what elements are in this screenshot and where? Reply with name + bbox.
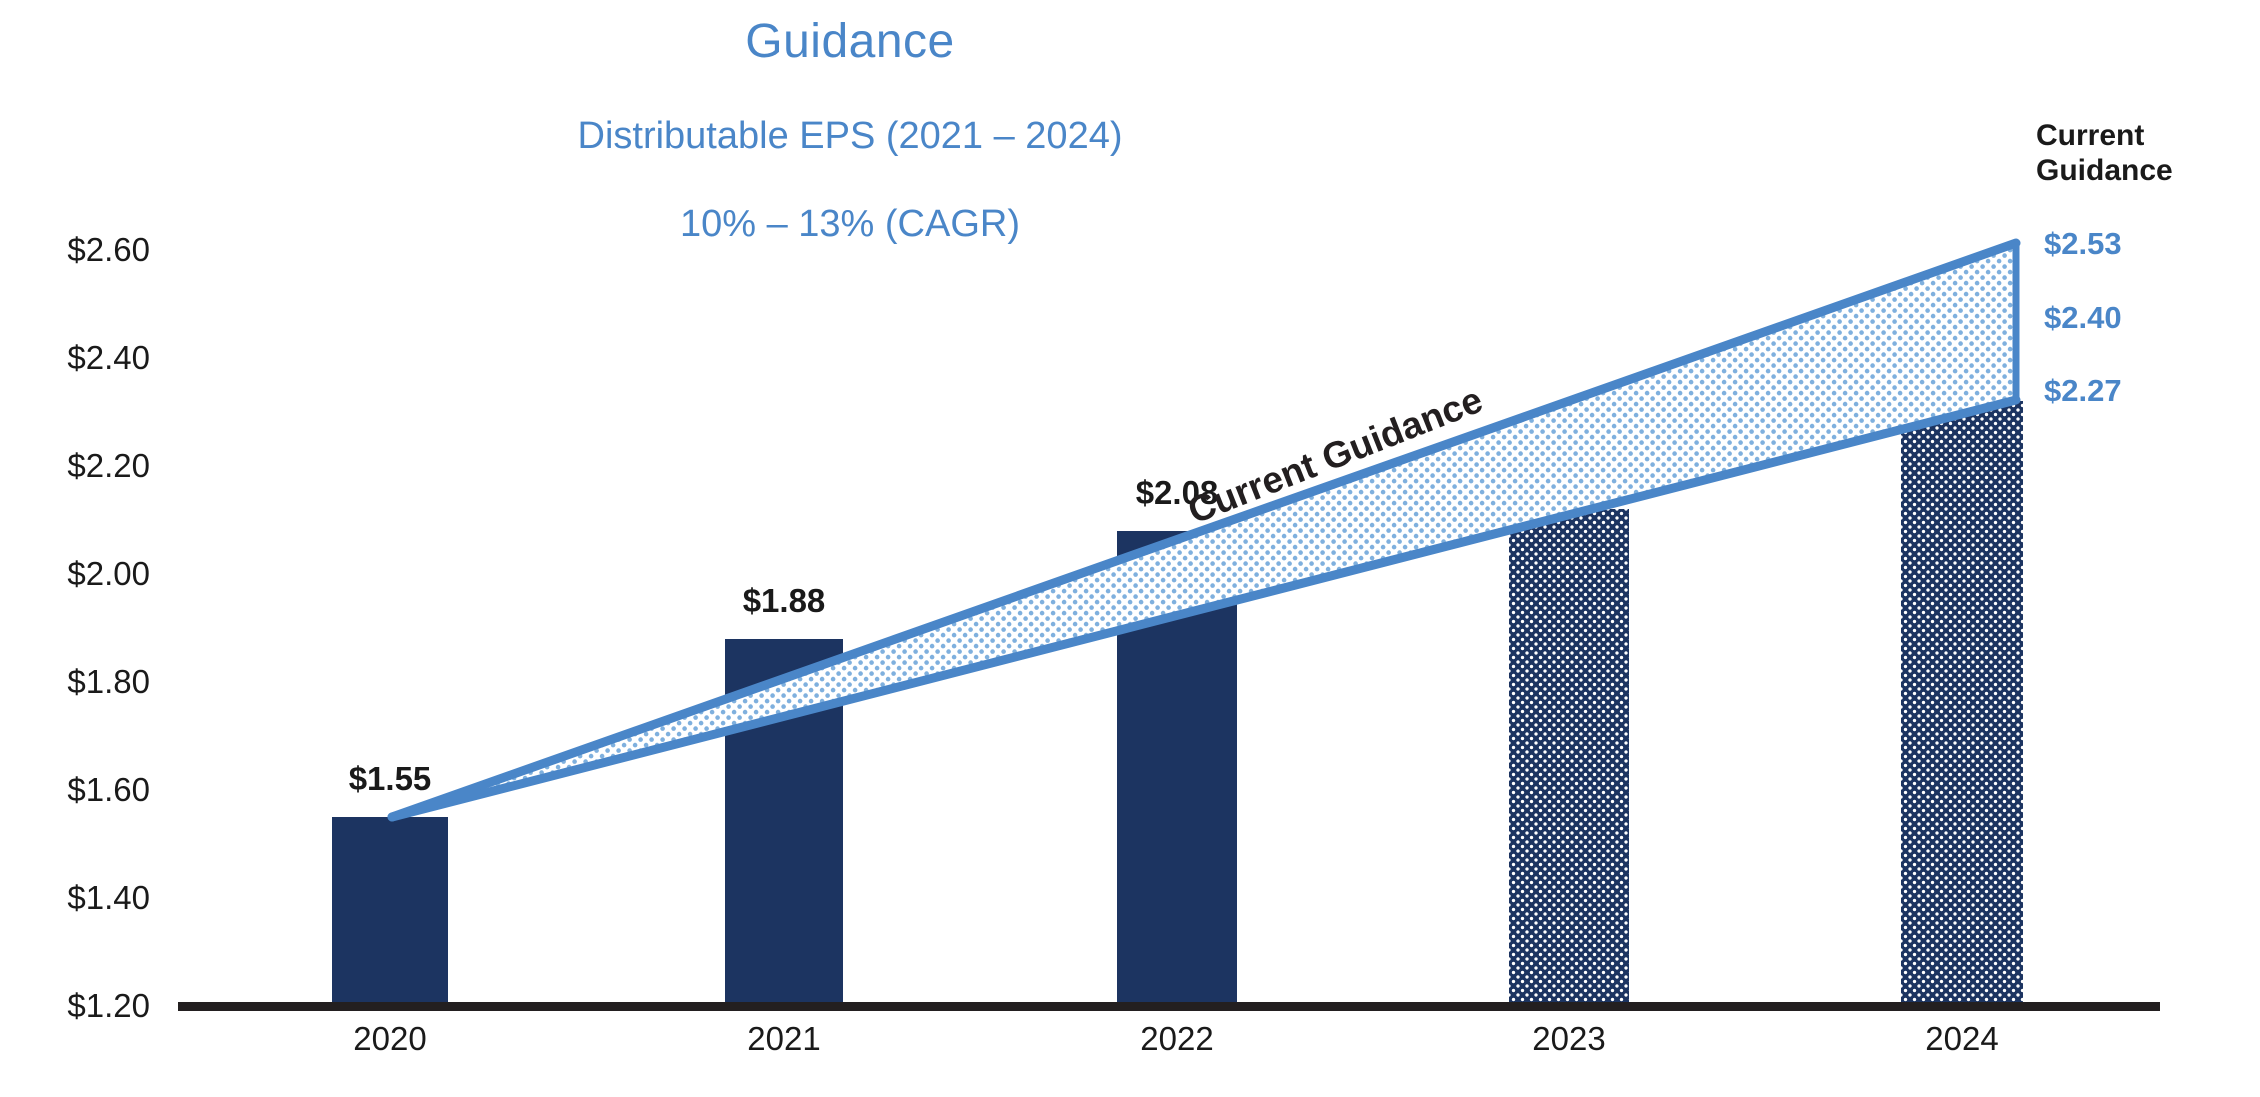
x-tick-label-2024: 2024 <box>1925 1020 1999 1057</box>
y-tick-label-1-40: $1.40 <box>67 879 150 916</box>
y-tick-label-2-60: $2.60 <box>67 231 150 268</box>
bar-2023 <box>1509 509 1629 1002</box>
y-tick-label-2-20: $2.20 <box>67 447 150 484</box>
y-tick-label-1-60: $1.60 <box>67 771 150 808</box>
bar-2021 <box>725 639 843 1002</box>
bar-2020 <box>332 817 448 1002</box>
y-tick-label-2-40: $2.40 <box>67 339 150 376</box>
chart-subtitle-primary: Distributable EPS (2021 – 2024) <box>577 115 1123 157</box>
y-tick-label-1-80: $1.80 <box>67 663 150 700</box>
x-axis-line <box>178 1002 2160 1011</box>
legend-title-line-1: Current <box>2036 119 2145 152</box>
endpoint-value-low: $2.27 <box>2044 373 2122 408</box>
y-tick-label-2-00: $2.00 <box>67 555 150 592</box>
bar-2022 <box>1117 531 1237 1002</box>
endpoint-value-mid: $2.40 <box>2044 300 2122 335</box>
legend-title-line-2: Guidance <box>2036 154 2173 188</box>
current-guidance-legend: Current Guidance <box>2036 118 2246 189</box>
x-tick-label-2020: 2020 <box>353 1020 427 1057</box>
y-tick-label-1-20: $1.20 <box>67 987 150 1024</box>
bar-value-label-2020: $1.55 <box>348 760 432 797</box>
endpoint-value-high: $2.53 <box>2044 226 2122 261</box>
chart-subtitle-secondary: 10% – 13% (CAGR) <box>679 203 1020 245</box>
x-tick-label-2021: 2021 <box>747 1020 821 1057</box>
bar-value-label-2021: $1.88 <box>742 582 826 619</box>
bar-2024 <box>1901 401 2023 1002</box>
guidance-band-inline-label: Current Guidance <box>1182 378 1489 532</box>
x-tick-label-2023: 2023 <box>1532 1020 1606 1057</box>
x-tick-label-2022: 2022 <box>1140 1020 1214 1057</box>
chart-title: Guidance <box>745 15 955 68</box>
